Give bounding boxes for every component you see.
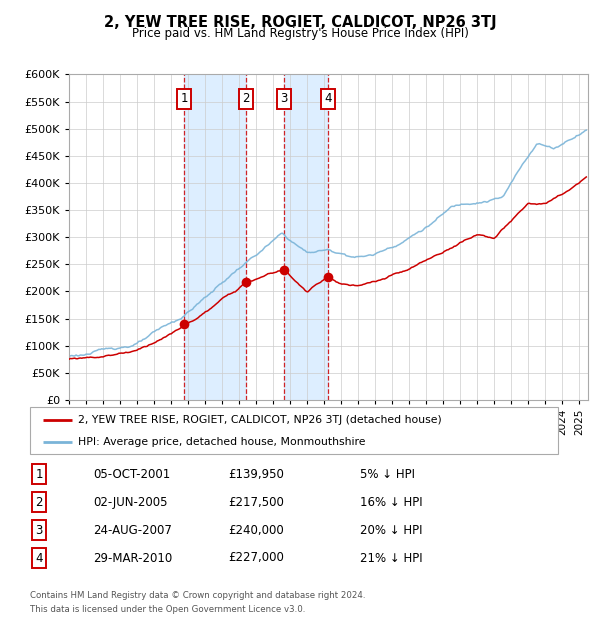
Text: 2: 2 (35, 496, 43, 508)
Text: 1: 1 (35, 468, 43, 481)
Text: 4: 4 (325, 92, 332, 105)
Text: £217,500: £217,500 (228, 496, 284, 508)
Text: £139,950: £139,950 (228, 468, 284, 481)
Text: Price paid vs. HM Land Registry's House Price Index (HPI): Price paid vs. HM Land Registry's House … (131, 27, 469, 40)
Text: 16% ↓ HPI: 16% ↓ HPI (360, 496, 422, 508)
Text: 2, YEW TREE RISE, ROGIET, CALDICOT, NP26 3TJ: 2, YEW TREE RISE, ROGIET, CALDICOT, NP26… (104, 16, 496, 30)
Text: 2, YEW TREE RISE, ROGIET, CALDICOT, NP26 3TJ (detached house): 2, YEW TREE RISE, ROGIET, CALDICOT, NP26… (77, 415, 441, 425)
Text: 20% ↓ HPI: 20% ↓ HPI (360, 524, 422, 536)
Bar (184, 74, 247, 400)
Text: 1: 1 (180, 92, 188, 105)
Text: 05-OCT-2001: 05-OCT-2001 (93, 468, 170, 481)
Text: 2: 2 (242, 92, 250, 105)
Text: 29-MAR-2010: 29-MAR-2010 (93, 552, 172, 564)
Text: 5% ↓ HPI: 5% ↓ HPI (360, 468, 415, 481)
Text: 3: 3 (35, 524, 43, 536)
Text: 3: 3 (281, 92, 288, 105)
Text: 24-AUG-2007: 24-AUG-2007 (93, 524, 172, 536)
Text: 02-JUN-2005: 02-JUN-2005 (93, 496, 167, 508)
Text: This data is licensed under the Open Government Licence v3.0.: This data is licensed under the Open Gov… (30, 604, 305, 614)
Text: 21% ↓ HPI: 21% ↓ HPI (360, 552, 422, 564)
Text: HPI: Average price, detached house, Monmouthshire: HPI: Average price, detached house, Monm… (77, 437, 365, 447)
Text: 4: 4 (35, 552, 43, 564)
Text: Contains HM Land Registry data © Crown copyright and database right 2024.: Contains HM Land Registry data © Crown c… (30, 591, 365, 600)
FancyBboxPatch shape (30, 407, 558, 454)
Text: £240,000: £240,000 (228, 524, 284, 536)
Bar (284, 74, 328, 400)
Text: £227,000: £227,000 (228, 552, 284, 564)
